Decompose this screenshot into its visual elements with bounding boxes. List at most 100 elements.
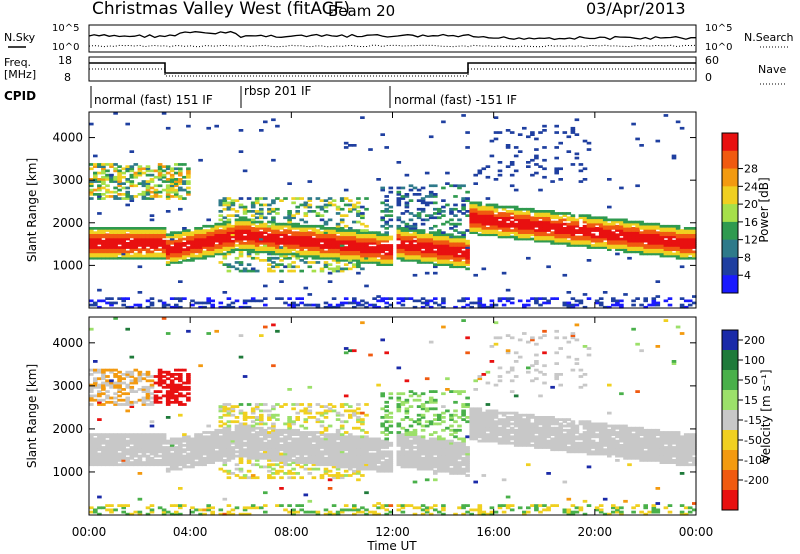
velocity-cell: [242, 433, 248, 436]
power-cell: [202, 252, 207, 256]
power-cell: [335, 244, 341, 247]
velocity-cell: [101, 452, 106, 456]
velocity-cell: [218, 512, 224, 516]
velocity-cell: [129, 456, 135, 460]
velocity-cell: [242, 411, 248, 415]
velocity-cell: [137, 448, 143, 452]
power-cell: [319, 250, 325, 254]
power-cell: [509, 297, 515, 300]
power-cell: [627, 244, 632, 247]
power-cell: [234, 220, 240, 224]
velocity-cell: [360, 463, 365, 467]
power-cell: [307, 231, 313, 234]
power-cell: [234, 210, 240, 213]
power-cell: [319, 207, 325, 211]
velocity-cell: [376, 512, 381, 516]
velocity-cell: [283, 461, 288, 464]
velocity-cell: [97, 400, 102, 404]
power-cell: [129, 167, 135, 171]
power-cell: [149, 235, 155, 239]
velocity-cell: [117, 433, 122, 436]
power-cell: [465, 267, 470, 271]
velocity-cell: [339, 439, 345, 443]
velocity-cell: [323, 452, 329, 456]
power-cell: [420, 252, 426, 256]
velocity-cell: [352, 411, 357, 415]
power-cell: [465, 297, 470, 300]
velocity-cell: [263, 422, 268, 426]
power-cell: [222, 239, 228, 243]
power-cell: [372, 235, 377, 239]
velocity-cell: [222, 446, 228, 449]
power-cell: [360, 250, 365, 254]
velocity-cell: [376, 383, 381, 387]
power-cell: [433, 297, 438, 300]
power-cell: [457, 263, 462, 266]
power-cell: [651, 250, 657, 254]
power-cell: [400, 252, 406, 256]
power-cell: [202, 237, 207, 241]
power-cell: [161, 246, 167, 249]
velocity-cell: [157, 377, 163, 381]
power-cell: [250, 205, 256, 209]
velocity-cell: [109, 444, 114, 447]
velocity-cell: [234, 446, 240, 449]
velocity-cell: [263, 428, 268, 432]
velocity-cell: [376, 467, 381, 471]
velocity-cell: [214, 454, 219, 458]
velocity-cell: [105, 454, 110, 458]
power-cell: [424, 237, 430, 241]
velocity-cell: [206, 444, 211, 447]
power-cell: [509, 216, 515, 220]
power-cell: [639, 144, 644, 147]
power-cell: [619, 222, 624, 226]
power-cell: [493, 131, 499, 134]
power-cell: [586, 239, 592, 243]
velocity-cell: [101, 403, 106, 406]
velocity-cell: [169, 379, 175, 383]
power-cell: [343, 242, 349, 245]
velocity-cell: [267, 426, 272, 430]
velocity-cell: [384, 416, 389, 419]
velocity-cell: [161, 381, 167, 385]
velocity-cell: [153, 461, 159, 464]
power-cell: [97, 212, 102, 215]
power-cell: [254, 216, 260, 220]
velocity-cell: [335, 446, 341, 449]
power-cell: [323, 263, 329, 266]
power-cell: [93, 227, 98, 230]
power-cell: [424, 248, 430, 251]
power-cell: [639, 250, 644, 254]
velocity-cell: [129, 388, 135, 391]
power-cell: [663, 231, 669, 234]
power-cell: [441, 299, 446, 303]
velocity-cell: [234, 444, 240, 447]
power-cell: [449, 254, 454, 258]
velocity-cell: [380, 431, 385, 434]
velocity-heatmap-cells: [89, 317, 697, 516]
power-cell: [299, 233, 304, 237]
velocity-cell: [271, 364, 276, 368]
power-cell: [449, 246, 454, 249]
power-cell: [137, 171, 143, 175]
power-cell: [408, 248, 414, 251]
power-cell: [388, 259, 394, 262]
velocity-cell: [202, 441, 207, 445]
power-cell: [481, 224, 487, 228]
power-cell: [643, 297, 648, 300]
power-cell: [501, 222, 507, 226]
power-cell: [635, 220, 640, 224]
power-cell: [157, 254, 163, 258]
power-cell: [623, 222, 628, 226]
power-cell: [218, 210, 224, 213]
velocity-cell: [169, 463, 175, 467]
power-cell: [230, 227, 236, 230]
power-cell: [396, 224, 402, 228]
velocity-cell: [356, 472, 361, 475]
power-cell: [388, 214, 394, 217]
power-cell: [101, 227, 106, 230]
velocity-cell: [113, 375, 118, 378]
cpid-strip: CPID normal (fast) 151 IF rbsp 201 IF no…: [4, 84, 517, 108]
power-cell: [412, 235, 418, 239]
nsky-label: N.Sky: [4, 31, 36, 44]
